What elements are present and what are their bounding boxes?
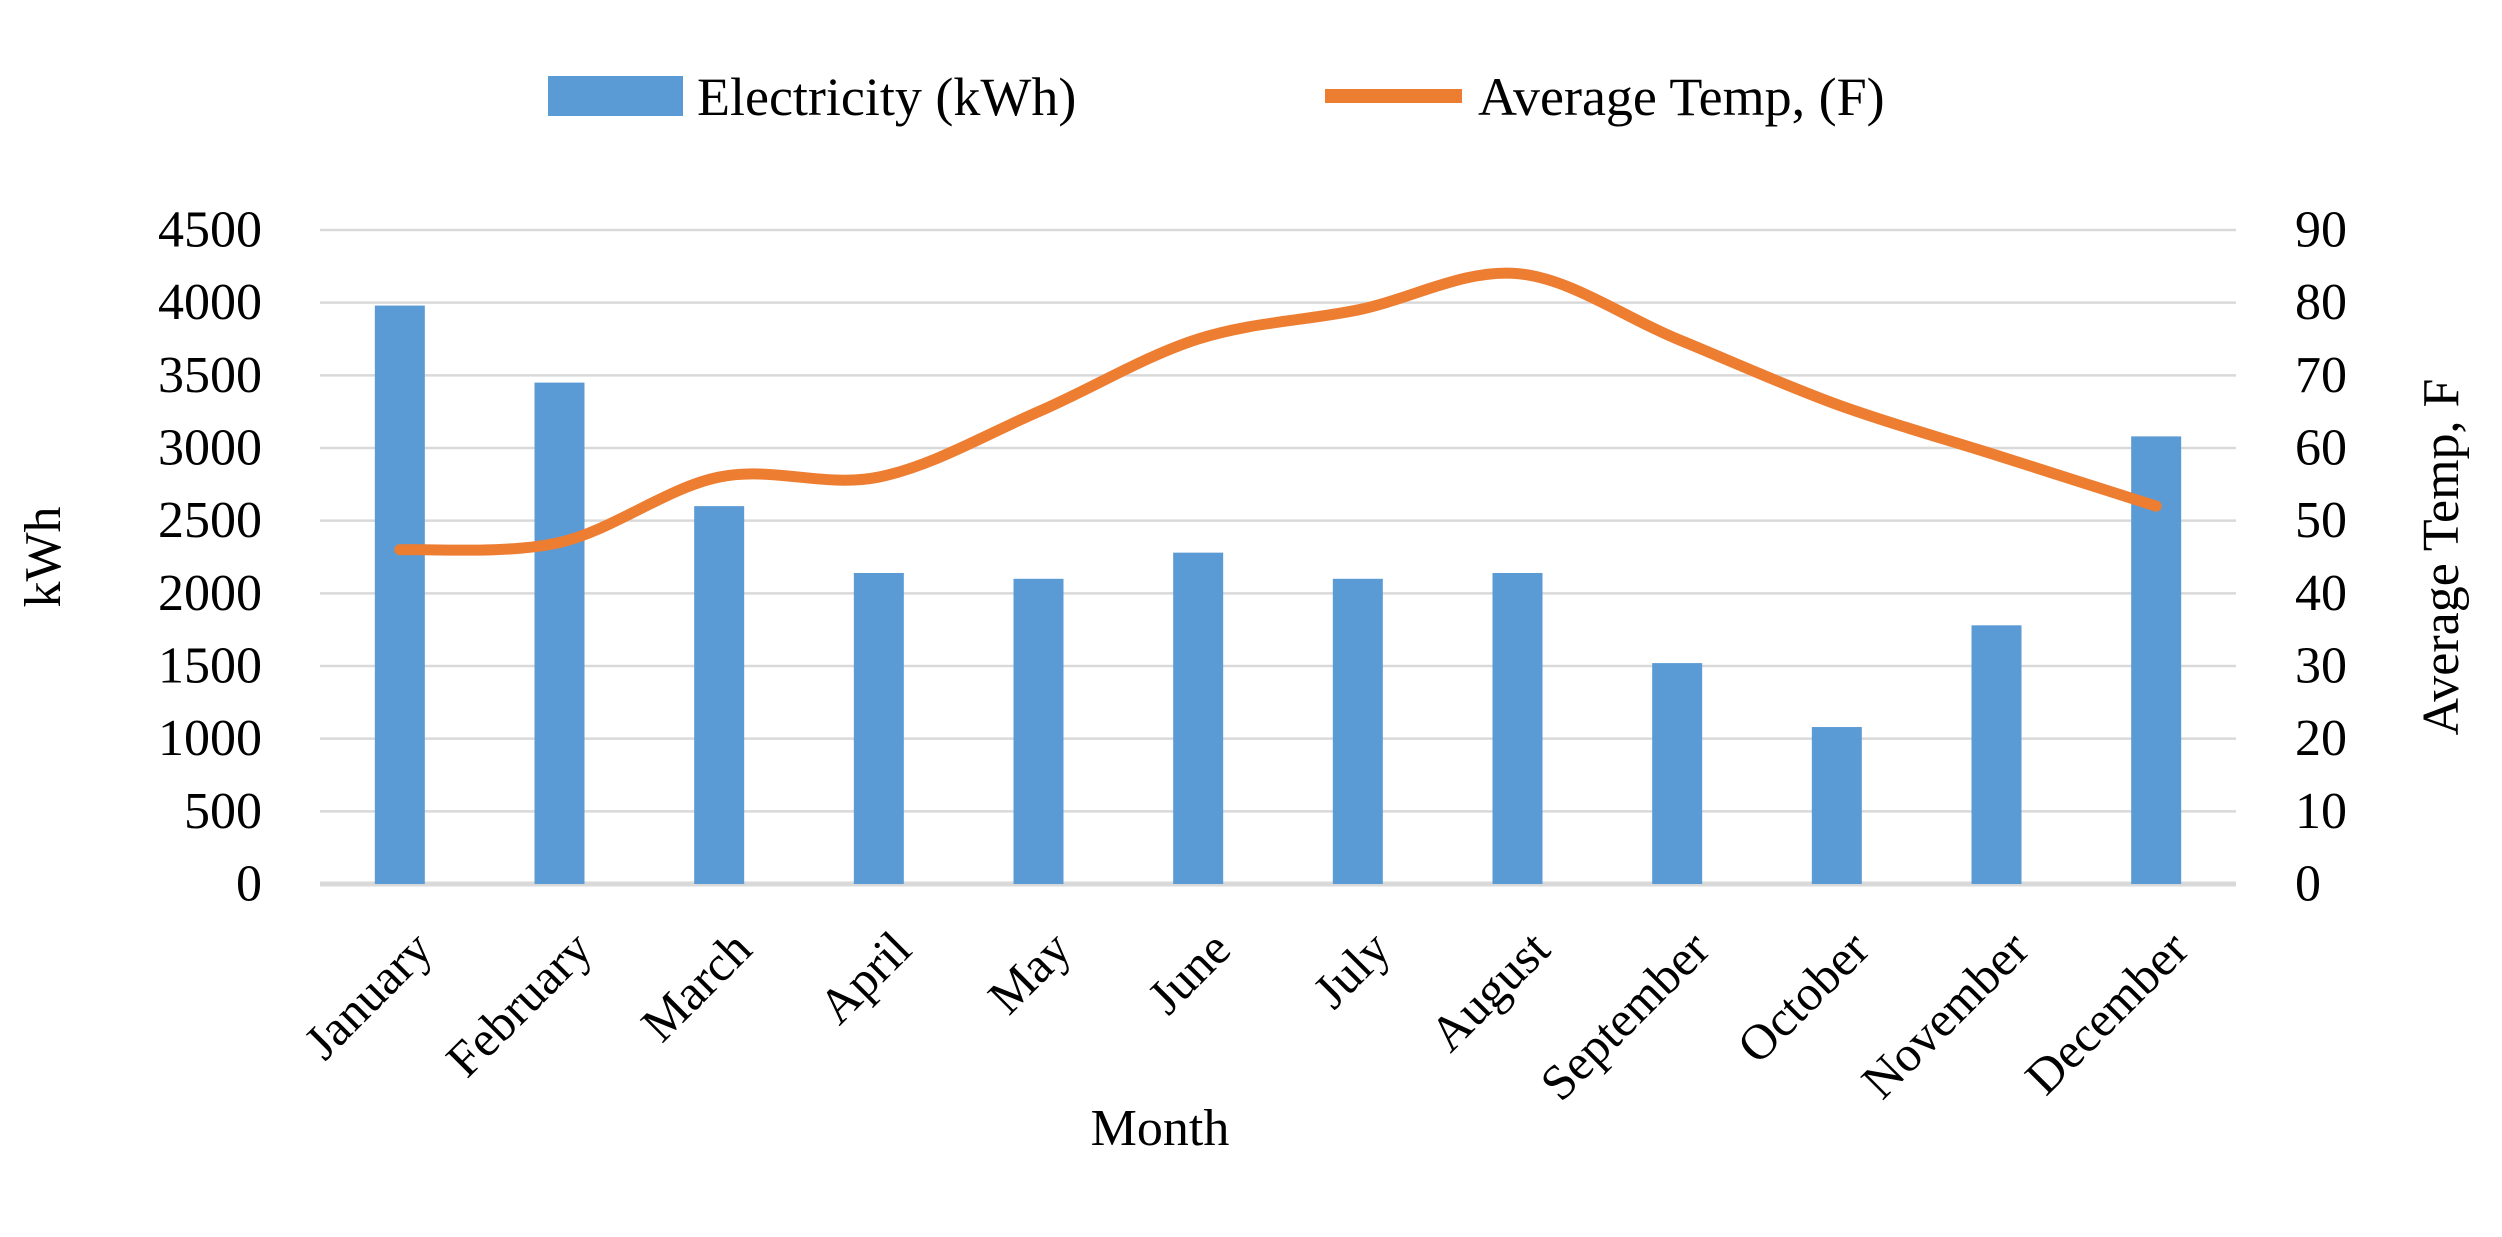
month-label-november: November [1850,920,2039,1109]
bar-september[interactable] [1652,663,1703,884]
bar-march[interactable] [694,506,745,884]
right-axis-tick-label: 30 [2295,638,2347,695]
right-axis-tick-label: 0 [2295,856,2321,913]
month-label-may: May [977,920,1081,1024]
right-axis-tick-label: 50 [2295,492,2347,549]
bar-august[interactable] [1492,572,1543,884]
left-axis-tick-label: 2000 [158,565,262,622]
bar-may[interactable] [1013,578,1064,884]
right-axis-tick-label: 70 [2295,347,2347,404]
left-axis-tick-label: 0 [236,856,262,913]
right-axis-tick-label: 20 [2295,710,2347,767]
left-axis-tick-label: 4500 [158,202,262,259]
bar-april[interactable] [853,572,904,884]
bar-july[interactable] [1332,578,1383,884]
month-label-april: April [807,920,921,1034]
bar-october[interactable] [1811,727,1862,884]
bar-january[interactable] [374,305,425,884]
right-axis-tick-label: 80 [2295,274,2347,331]
x-axis-title: Month [1091,1100,1230,1157]
left-axis-tick-label: 500 [184,783,262,840]
month-label-july: July [1302,920,1401,1019]
right-axis-tick-label: 40 [2295,565,2347,622]
bar-november[interactable] [1971,625,2022,884]
month-label-march: March [630,920,762,1052]
average-temp-line[interactable] [394,267,2162,556]
bar-june[interactable] [1173,552,1224,884]
month-label-february: February [435,920,602,1087]
month-label-january: January [293,920,443,1070]
left-axis-tick-label: 3500 [158,347,262,404]
month-label-december: December [2014,920,2199,1105]
left-axis-tick-label: 1500 [158,638,262,695]
left-axis-tick-label: 4000 [158,274,262,331]
month-label-august: August [1419,920,1561,1062]
right-axis-tick-label: 60 [2295,420,2347,477]
right-axis-tick-label: 10 [2295,783,2347,840]
bar-february[interactable] [534,382,585,884]
month-label-september: September [1529,920,1720,1111]
left-axis-tick-label: 3000 [158,420,262,477]
left-axis-title: kWh [15,506,72,607]
right-axis-tick-label: 90 [2295,202,2347,259]
month-label-june: June [1137,920,1241,1024]
left-axis-tick-label: 1000 [158,710,262,767]
right-axis-title: Average Temp, F [2413,379,2470,736]
month-label-october: October [1726,920,1880,1074]
legend-average-temp-label[interactable]: Average Temp, (F) [1478,67,1885,127]
legend-electricity-label[interactable]: Electricity (kWh) [697,67,1076,127]
left-axis-tick-label: 2500 [158,492,262,549]
legend-electricity-swatch[interactable] [548,76,683,116]
